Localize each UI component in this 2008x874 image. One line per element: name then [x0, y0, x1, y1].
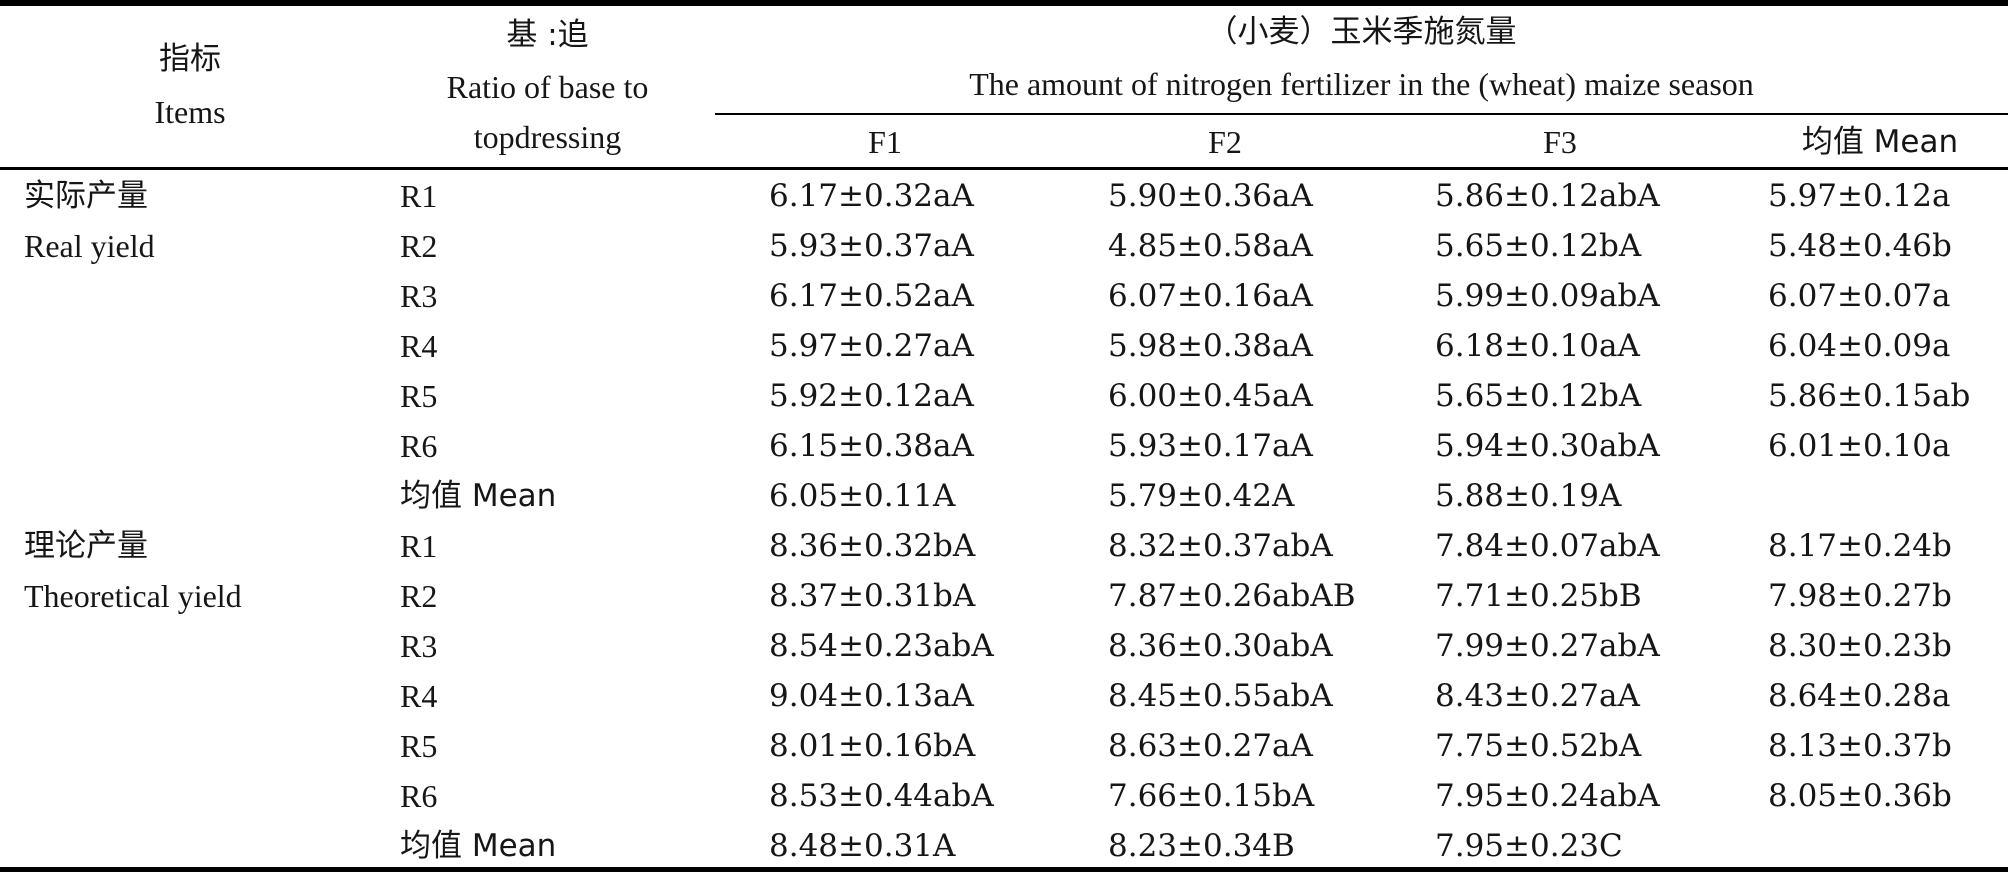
ratio-cell: R4	[400, 328, 438, 364]
mean-cell: 6.01±0.10a	[1768, 428, 1951, 464]
f2-cell: 6.00±0.45aA	[1108, 378, 1313, 414]
ratio-cell: R1	[400, 178, 438, 214]
f1-cell: 8.01±0.16bA	[769, 728, 976, 764]
column-header-mean: 均值 Mean	[1801, 124, 1959, 160]
f2-cell: 8.45±0.55abA	[1108, 678, 1333, 714]
f3-cell: 6.18±0.10aA	[1435, 328, 1640, 364]
f1-cell: 8.53±0.44abA	[769, 778, 994, 814]
f1-cell: 6.15±0.38aA	[769, 428, 974, 464]
mean-cell: 6.07±0.07a	[1768, 278, 1951, 314]
top-rule	[0, 0, 2008, 6]
f1-cell: 6.17±0.52aA	[769, 278, 974, 314]
ratio-cell: R5	[400, 728, 438, 764]
f2-cell: 8.36±0.30abA	[1108, 628, 1333, 664]
mean-cell: 7.98±0.27b	[1768, 578, 1952, 614]
ratio-cell: R4	[400, 678, 438, 714]
f3-cell: 7.75±0.52bA	[1435, 728, 1642, 764]
mean-cell: 8.64±0.28a	[1768, 678, 1951, 714]
f2-cell: 8.63±0.27aA	[1108, 728, 1313, 764]
f2-cell: 8.23±0.34B	[1108, 828, 1295, 864]
header-ratio-cn: 基 :追	[506, 17, 589, 53]
ratio-cell: R6	[400, 428, 438, 464]
ratio-cell: R2	[400, 578, 438, 614]
f1-cell: 8.54±0.23abA	[769, 628, 994, 664]
f3-cell: 7.71±0.25bB	[1435, 578, 1642, 614]
column-header-f2: F2	[1208, 124, 1242, 160]
group-label-en: Real yield	[24, 228, 155, 264]
header-amount-en: The amount of nitrogen fertilizer in the…	[969, 66, 1754, 102]
header-amount-cn: （小麦）玉米季施氮量	[1206, 14, 1517, 50]
group-label-cn: 理论产量	[24, 528, 148, 564]
mean-cell: 6.04±0.09a	[1768, 328, 1951, 364]
header-sub-rule	[715, 113, 2008, 115]
f3-cell: 5.65±0.12bA	[1435, 378, 1642, 414]
ratio-cell: R6	[400, 778, 438, 814]
bottom-rule	[0, 867, 2008, 872]
header-rule	[0, 167, 2008, 170]
mean-cell: 5.48±0.46b	[1768, 228, 1952, 264]
mean-cell: 8.13±0.37b	[1768, 728, 1952, 764]
header-ratio-en-line2: topdressing	[473, 119, 622, 155]
column-header-f1: F1	[868, 124, 902, 160]
f1-cell: 9.04±0.13aA	[769, 678, 974, 714]
ratio-cell: R5	[400, 378, 438, 414]
f1-cell: 5.97±0.27aA	[769, 328, 974, 364]
ratio-cell: R3	[400, 278, 438, 314]
f2-cell: 7.87±0.26abAB	[1108, 578, 1356, 614]
f2-cell: 5.90±0.36aA	[1108, 178, 1313, 214]
f2-cell: 6.07±0.16aA	[1108, 278, 1313, 314]
f3-cell: 7.95±0.24abA	[1435, 778, 1660, 814]
f3-cell: 5.94±0.30abA	[1435, 428, 1660, 464]
header-ratio-en-line1: Ratio of base to	[446, 69, 649, 105]
ratio-cell: 均值 Mean	[400, 478, 557, 514]
f1-cell: 8.48±0.31A	[769, 828, 956, 864]
f2-cell: 5.93±0.17aA	[1108, 428, 1313, 464]
header-items-en: Items	[154, 94, 226, 130]
f2-cell: 7.66±0.15bA	[1108, 778, 1315, 814]
mean-cell: 8.30±0.23b	[1768, 628, 1952, 664]
f3-cell: 8.43±0.27aA	[1435, 678, 1640, 714]
f2-cell: 5.79±0.42A	[1108, 478, 1295, 514]
f2-cell: 8.32±0.37abA	[1108, 528, 1333, 564]
ratio-cell: R3	[400, 628, 438, 664]
ratio-cell: R1	[400, 528, 438, 564]
f2-cell: 5.98±0.38aA	[1108, 328, 1313, 364]
f1-cell: 8.36±0.32bA	[769, 528, 976, 564]
mean-cell: 8.17±0.24b	[1768, 528, 1952, 564]
f3-cell: 5.99±0.09abA	[1435, 278, 1660, 314]
f2-cell: 4.85±0.58aA	[1108, 228, 1313, 264]
mean-cell: 8.05±0.36b	[1768, 778, 1952, 814]
f1-cell: 6.17±0.32aA	[769, 178, 974, 214]
f3-cell: 5.88±0.19A	[1435, 478, 1622, 514]
f3-cell: 7.95±0.23C	[1435, 828, 1623, 864]
f3-cell: 5.86±0.12abA	[1435, 178, 1660, 214]
header-items-cn: 指标	[159, 41, 221, 77]
group-label-cn: 实际产量	[24, 178, 148, 214]
mean-cell: 5.97±0.12a	[1768, 178, 1951, 214]
f3-cell: 7.84±0.07abA	[1435, 528, 1660, 564]
f3-cell: 5.65±0.12bA	[1435, 228, 1642, 264]
mean-cell: 5.86±0.15ab	[1768, 378, 1971, 414]
f1-cell: 8.37±0.31bA	[769, 578, 976, 614]
f3-cell: 7.99±0.27abA	[1435, 628, 1660, 664]
group-label-en: Theoretical yield	[24, 578, 242, 614]
column-header-f3: F3	[1543, 124, 1577, 160]
f1-cell: 6.05±0.11A	[769, 478, 956, 514]
f1-cell: 5.92±0.12aA	[769, 378, 974, 414]
ratio-cell: R2	[400, 228, 438, 264]
f1-cell: 5.93±0.37aA	[769, 228, 974, 264]
ratio-cell: 均值 Mean	[400, 828, 557, 864]
